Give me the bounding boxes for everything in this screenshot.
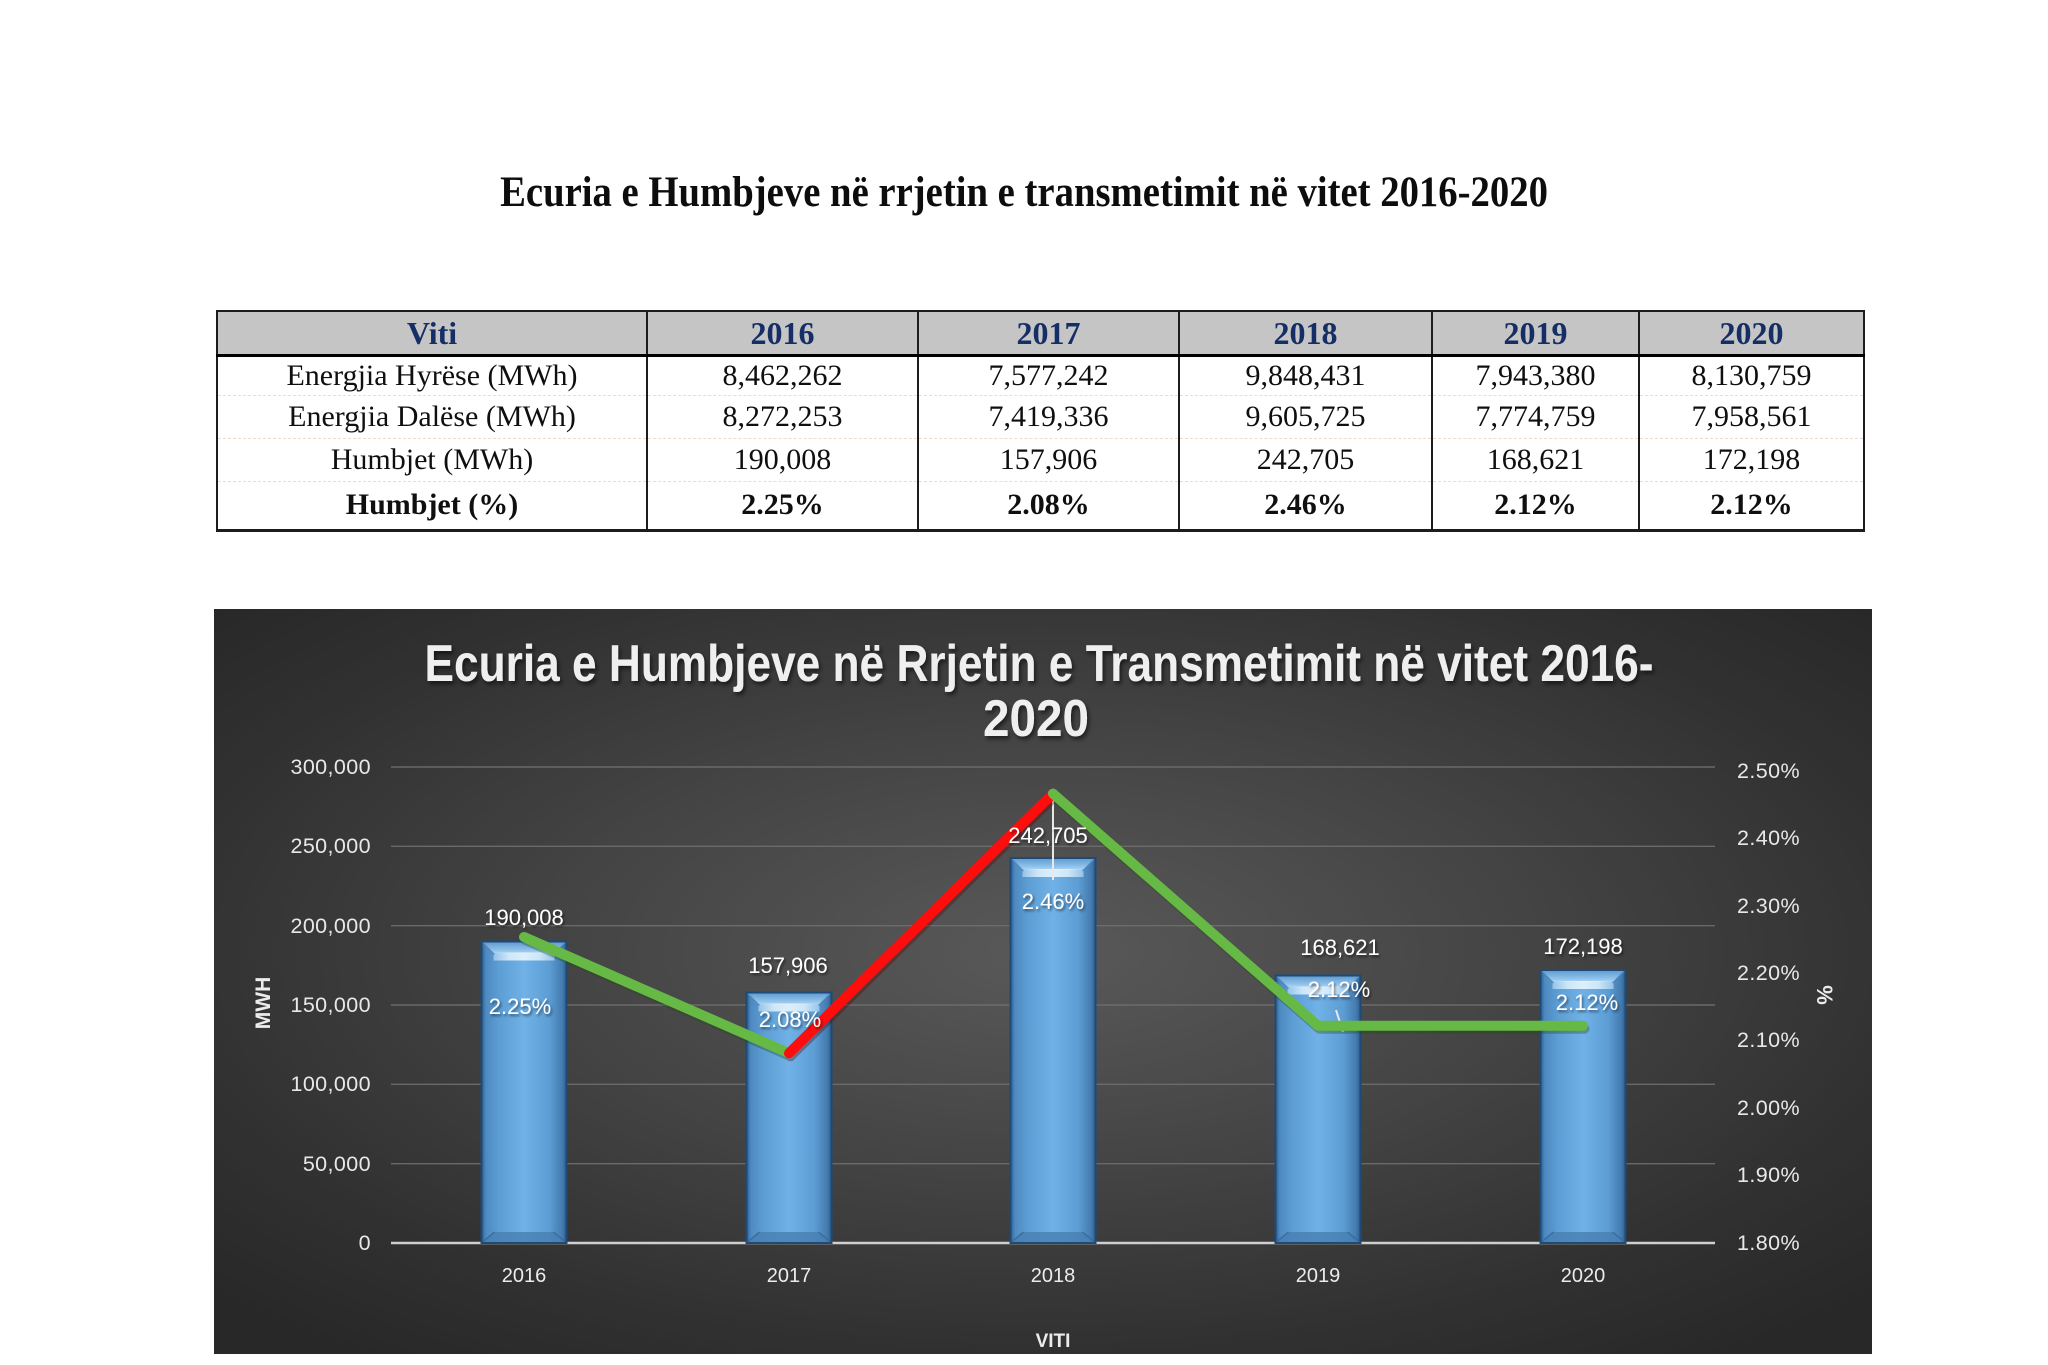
svg-text:2.40%: 2.40% xyxy=(1737,826,1800,850)
svg-text:200,000: 200,000 xyxy=(290,914,371,938)
svg-text:300,000: 300,000 xyxy=(290,755,371,779)
svg-text:2.50%: 2.50% xyxy=(1737,759,1800,783)
svg-text:Ecuria e Humbjeve në Rrjetin e: Ecuria e Humbjeve në Rrjetin e Transmeti… xyxy=(425,635,1654,693)
svg-text:150,000: 150,000 xyxy=(290,993,371,1017)
svg-text:2.46%: 2.46% xyxy=(1022,889,1084,914)
svg-text:2017: 2017 xyxy=(767,1265,812,1287)
svg-text:2.20%: 2.20% xyxy=(1737,961,1800,985)
svg-text:VITI: VITI xyxy=(1036,1331,1071,1352)
svg-text:2016: 2016 xyxy=(502,1265,547,1287)
svg-text:2.25%: 2.25% xyxy=(489,994,551,1019)
svg-text:168,621: 168,621 xyxy=(1300,935,1380,960)
svg-text:190,008: 190,008 xyxy=(484,905,564,930)
svg-text:2019: 2019 xyxy=(1296,1265,1341,1287)
svg-text:2020: 2020 xyxy=(983,690,1089,748)
svg-text:1.90%: 1.90% xyxy=(1737,1163,1800,1187)
svg-text:2.10%: 2.10% xyxy=(1737,1028,1800,1052)
svg-text:2.08%: 2.08% xyxy=(759,1007,821,1032)
svg-text:%: % xyxy=(1812,985,1837,1005)
svg-text:250,000: 250,000 xyxy=(290,834,371,858)
svg-text:100,000: 100,000 xyxy=(290,1072,371,1096)
svg-text:172,198: 172,198 xyxy=(1543,934,1623,959)
svg-text:2.00%: 2.00% xyxy=(1737,1096,1800,1120)
svg-text:2018: 2018 xyxy=(1031,1265,1076,1287)
svg-text:2.12%: 2.12% xyxy=(1556,990,1618,1015)
svg-text:242,705: 242,705 xyxy=(1008,823,1088,848)
svg-text:157,906: 157,906 xyxy=(748,953,828,978)
svg-text:MWH: MWH xyxy=(252,977,275,1029)
svg-text:2.30%: 2.30% xyxy=(1737,894,1800,918)
svg-text:0: 0 xyxy=(359,1231,371,1255)
svg-text:2020: 2020 xyxy=(1561,1265,1606,1287)
svg-text:1.80%: 1.80% xyxy=(1737,1231,1800,1255)
svg-text:50,000: 50,000 xyxy=(303,1152,371,1176)
svg-text:2.12%: 2.12% xyxy=(1308,977,1370,1002)
